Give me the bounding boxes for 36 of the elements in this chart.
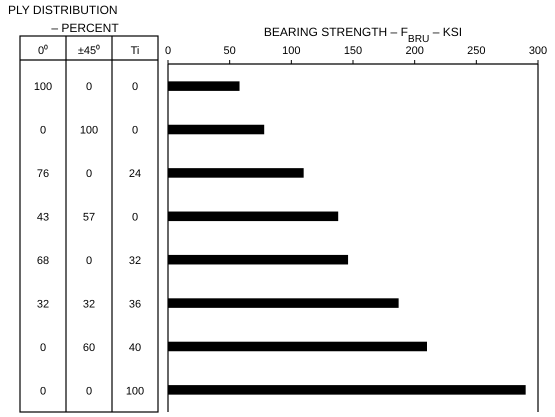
text: 24 bbox=[128, 168, 142, 180]
x-axis-title: BEARING STRENGTH – F$_{BRU}$ – KSI bbox=[264, 25, 462, 44]
text: 0 bbox=[86, 168, 92, 180]
text: 0 bbox=[86, 254, 92, 267]
text: 0 bbox=[132, 211, 138, 224]
x-tick-label: 300 bbox=[528, 45, 548, 57]
text: 57 bbox=[82, 211, 96, 224]
text: PLY DISTRIBUTION – PERCENT bbox=[8, 3, 120, 35]
text: 0 bbox=[86, 385, 92, 398]
text: 0 bbox=[40, 124, 46, 136]
text: 0 bbox=[132, 80, 138, 93]
x-tick-label: 250 bbox=[467, 45, 486, 57]
x-tick-label: 200 bbox=[405, 45, 424, 57]
text: 32 bbox=[36, 298, 50, 310]
text: 0 bbox=[40, 385, 46, 398]
text: 100 bbox=[34, 80, 52, 93]
text: 32 bbox=[82, 298, 96, 310]
text: 76 bbox=[36, 168, 50, 180]
category-label: ±45⁰ bbox=[78, 44, 100, 57]
x-tick-label: 50 bbox=[224, 45, 236, 57]
text: 0 bbox=[132, 124, 138, 136]
category-label: Ti bbox=[130, 45, 140, 57]
text: 100 bbox=[80, 124, 98, 136]
text: 0 bbox=[40, 342, 46, 354]
text: 40 bbox=[128, 342, 142, 354]
text: 100 bbox=[126, 385, 144, 398]
text: 36 bbox=[128, 298, 142, 310]
x-tick-label: 0 bbox=[164, 45, 172, 57]
text: 60 bbox=[82, 342, 96, 354]
x-tick-label: 150 bbox=[344, 45, 362, 57]
x-tick-label: 100 bbox=[282, 45, 301, 57]
category-label: 0⁰ bbox=[38, 44, 48, 57]
text: 43 bbox=[36, 211, 50, 224]
text: 32 bbox=[128, 254, 142, 267]
text: 68 bbox=[36, 254, 50, 267]
text: 0 bbox=[86, 80, 92, 93]
